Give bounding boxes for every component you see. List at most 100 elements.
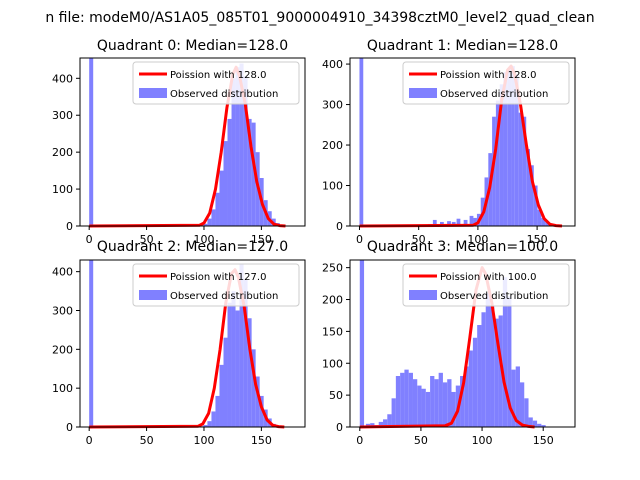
subplot-title: Quadrant 0: Median=128.0 (97, 38, 288, 54)
histogram-bar (412, 379, 418, 427)
subplot-quadrant-3: Quadrant 3: Median=100.0 Poission with 1… (322, 239, 576, 447)
histogram-bar (243, 76, 248, 226)
y-tick-label: 150 (322, 325, 343, 338)
histogram-bar (219, 364, 224, 427)
y-tick-label: 250 (322, 262, 343, 275)
x-tick-label: 100 (193, 233, 214, 246)
histogram-bar (507, 296, 512, 427)
histogram-bar (451, 391, 456, 427)
histogram-bar (408, 372, 413, 427)
x-tick-label: 150 (251, 434, 272, 447)
y-tick-label: 0 (336, 421, 343, 434)
histogram-bar (370, 423, 375, 427)
histogram-bars (359, 260, 546, 427)
histogram-bar (530, 165, 534, 226)
histogram-bar (359, 260, 365, 427)
histogram-bar (511, 369, 516, 427)
histogram-bar (203, 425, 208, 427)
subplot-quadrant-2: Quadrant 2: Median=127.0 Poission with 1… (52, 239, 306, 447)
x-tick-label: 50 (412, 233, 426, 246)
histogram-bar (259, 395, 264, 427)
x-tick-label: 50 (414, 434, 428, 447)
histogram-bar (417, 385, 422, 427)
subplot-title: Quadrant 2: Median=127.0 (97, 239, 288, 255)
legend-poisson-label: Poission with 127.0 (170, 272, 266, 283)
y-tick-label: 100 (322, 357, 343, 370)
histogram-bar (537, 209, 542, 226)
legend-observed-swatch (409, 290, 437, 300)
legend-frame (132, 61, 300, 105)
histogram-bar (498, 315, 503, 427)
legend-observed-swatch (139, 88, 167, 98)
y-tick-label: 200 (322, 294, 343, 307)
histogram-bar (235, 310, 240, 427)
histogram-bar (532, 420, 538, 427)
histogram-bar (518, 112, 523, 226)
histogram-bar (541, 217, 546, 226)
histogram-bar (243, 279, 248, 427)
x-tick-label: 0 (86, 434, 93, 447)
histogram-bar (425, 391, 431, 427)
histogram-bar (447, 221, 451, 226)
histogram-bar (463, 219, 468, 226)
x-tick-label: 150 (533, 434, 554, 447)
legend-poisson-label: Poission with 128.0 (170, 70, 266, 81)
x-tick-label: 150 (251, 233, 272, 246)
axes-frame (79, 259, 306, 428)
histogram-bar (387, 414, 392, 427)
legend-frame (402, 61, 570, 105)
histogram-bar (211, 209, 216, 226)
legend-poisson-label: Poission with 100.0 (440, 272, 536, 283)
y-tick-label: 0 (66, 421, 73, 434)
legend-observed-swatch (139, 290, 167, 300)
figure-title: n file: modeM0/AS1A05_085T01_9000004910_… (45, 10, 594, 26)
histogram-bar (492, 116, 496, 226)
histogram-bar (481, 312, 486, 427)
histogram-bar (438, 372, 443, 427)
x-tick-label: 150 (527, 233, 548, 246)
x-tick-label: 100 (472, 434, 493, 447)
y-tick-label: 100 (52, 382, 73, 395)
legend-observed-label: Observed distribution (170, 291, 278, 302)
histogram-bar (215, 192, 220, 226)
y-tick-label: 300 (322, 99, 343, 112)
histogram-bar (495, 100, 500, 226)
histogram-bar (251, 349, 256, 427)
histogram-bar (203, 223, 208, 226)
histogram-bar (359, 58, 364, 226)
histogram-bar (472, 337, 478, 427)
legend: Poission with 127.0 Observed distributio… (132, 263, 300, 307)
histogram-bar (514, 74, 519, 226)
histogram-bar (235, 67, 240, 226)
legend-frame (402, 263, 570, 307)
y-tick-label: 100 (52, 183, 73, 196)
axes-frame (349, 259, 576, 428)
subplot-quadrant-1: Quadrant 1: Median=128.0 Poission with 1… (322, 38, 576, 246)
x-tick-label: 0 (356, 434, 363, 447)
y-tick-label: 400 (52, 72, 73, 85)
histogram-bar (545, 221, 549, 226)
histogram-bar (404, 369, 409, 427)
histogram-bar (519, 382, 525, 427)
x-tick-label: 100 (467, 233, 488, 246)
y-tick-label: 300 (52, 304, 73, 317)
histogram-bar (503, 72, 508, 227)
legend-observed-label: Observed distribution (170, 89, 278, 100)
histogram-bar (507, 68, 512, 226)
subplot-title: Quadrant 3: Median=100.0 (367, 239, 558, 255)
histogram-bar (223, 337, 228, 427)
histogram-bar (255, 376, 260, 427)
histogram-bar (239, 263, 244, 427)
y-tick-label: 300 (52, 109, 73, 122)
x-tick-label: 50 (140, 233, 154, 246)
histogram-bar (456, 218, 461, 226)
y-tick-label: 50 (329, 389, 343, 402)
histogram-bar (515, 366, 520, 427)
y-tick-label: 200 (52, 343, 73, 356)
histogram-bar (239, 63, 244, 227)
histogram-bar (524, 398, 529, 427)
y-tick-label: 0 (336, 220, 343, 233)
histogram-bar (434, 379, 439, 427)
histogram-bar (215, 395, 220, 427)
histogram-bar (421, 388, 426, 427)
